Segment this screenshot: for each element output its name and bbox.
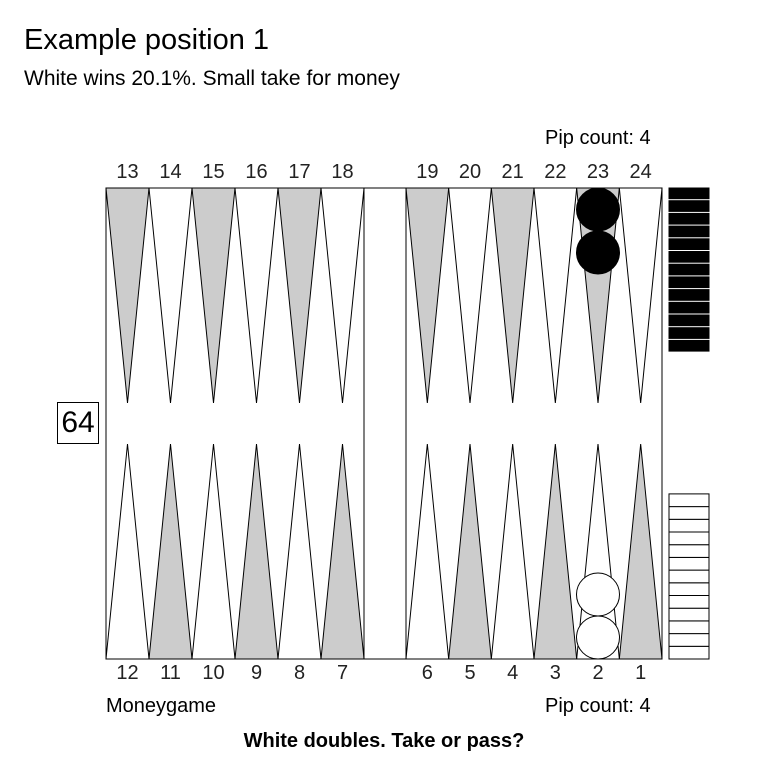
black-borne-off-checker (668, 200, 710, 212)
black-borne-off-checker (668, 327, 710, 339)
point-number: 21 (501, 161, 524, 183)
point-14 (148, 187, 193, 404)
white-borne-off-checker (668, 595, 710, 609)
point-number: 14 (159, 161, 182, 183)
point-6 (405, 443, 450, 660)
board-bar (363, 187, 407, 660)
position-title: Example position 1 (24, 24, 270, 56)
point-number: 9 (250, 662, 263, 684)
point-5 (448, 443, 492, 660)
point-20 (448, 187, 492, 404)
black-borne-off-checker (668, 212, 710, 225)
point-1 (618, 443, 663, 660)
position-evaluation: White wins 20.1%. Small take for money (24, 67, 400, 90)
point-number: 23 (586, 161, 610, 183)
point-number: 24 (629, 161, 652, 183)
point-number: 15 (202, 161, 225, 183)
pip-count-white: Pip count: 4 (545, 695, 651, 717)
point-number: 18 (331, 161, 354, 183)
point-7 (320, 443, 365, 660)
game-mode-label: Moneygame (106, 695, 217, 717)
point-16 (234, 187, 279, 404)
cube-decision-prompt: White doubles. Take or pass? (243, 730, 525, 752)
white-borne-off-checker (668, 544, 710, 558)
point-3 (533, 443, 578, 660)
black-borne-off-checker (668, 289, 710, 301)
point-11 (148, 443, 193, 660)
black-borne-off-checker (668, 251, 710, 263)
white-borne-off-checker (668, 531, 710, 546)
black-borne-off-checker (668, 225, 710, 238)
point-21 (490, 187, 535, 404)
black-borne-off-checker (668, 238, 710, 251)
point-19 (405, 187, 450, 404)
left-board-half (105, 187, 365, 660)
white-borne-off-checker (668, 569, 710, 584)
black-borne-off-checker (668, 276, 710, 289)
point-number: 17 (288, 161, 311, 183)
black-borne-off-checker (668, 339, 710, 352)
black-checker (576, 187, 620, 232)
point-9 (234, 443, 279, 660)
point-number: 16 (245, 161, 268, 183)
white-borne-off-checker (668, 607, 710, 622)
point-4 (490, 443, 535, 660)
point-number: 13 (116, 161, 139, 183)
white-borne-off-checker (668, 518, 710, 533)
black-borne-off-checker (668, 187, 710, 200)
black-checker (576, 230, 620, 275)
point-number: 4 (507, 662, 519, 684)
white-borne-off-checker (668, 633, 710, 647)
point-13 (105, 187, 150, 404)
black-borne-off-checker (668, 263, 710, 276)
point-number: 3 (549, 662, 561, 684)
point-17 (277, 187, 322, 404)
point-12 (105, 443, 150, 660)
point-number: 6 (421, 662, 433, 684)
right-board-half (405, 187, 663, 660)
white-borne-off-checker (668, 493, 710, 508)
white-borne-off-checker (668, 582, 710, 596)
white-borne-off-checker (668, 556, 710, 571)
point-number: 12 (116, 662, 139, 684)
point-number: 10 (202, 662, 225, 684)
doubling-cube[interactable]: 64 (57, 402, 99, 444)
white-checker (576, 572, 620, 617)
black-borne-off-checker (668, 314, 710, 327)
black-borne-off-checker (668, 301, 710, 314)
point-10 (191, 443, 236, 660)
point-24 (618, 187, 663, 404)
point-number: 20 (458, 161, 482, 183)
point-8 (277, 443, 322, 660)
point-22 (533, 187, 578, 404)
point-number: 1 (635, 662, 647, 684)
white-borne-off-checker (668, 620, 710, 635)
point-18 (320, 187, 365, 404)
point-number: 5 (464, 662, 476, 684)
point-number: 19 (416, 161, 439, 183)
white-borne-off-checker (668, 645, 710, 660)
white-checker (576, 615, 620, 660)
point-number: 8 (293, 662, 306, 684)
point-number: 7 (336, 662, 349, 684)
point-number: 22 (544, 161, 567, 183)
white-borne-off-checker (668, 506, 710, 520)
pip-count-black: Pip count: 4 (545, 127, 651, 149)
point-number: 11 (160, 662, 181, 684)
point-number: 2 (592, 662, 604, 684)
point-15 (191, 187, 236, 404)
